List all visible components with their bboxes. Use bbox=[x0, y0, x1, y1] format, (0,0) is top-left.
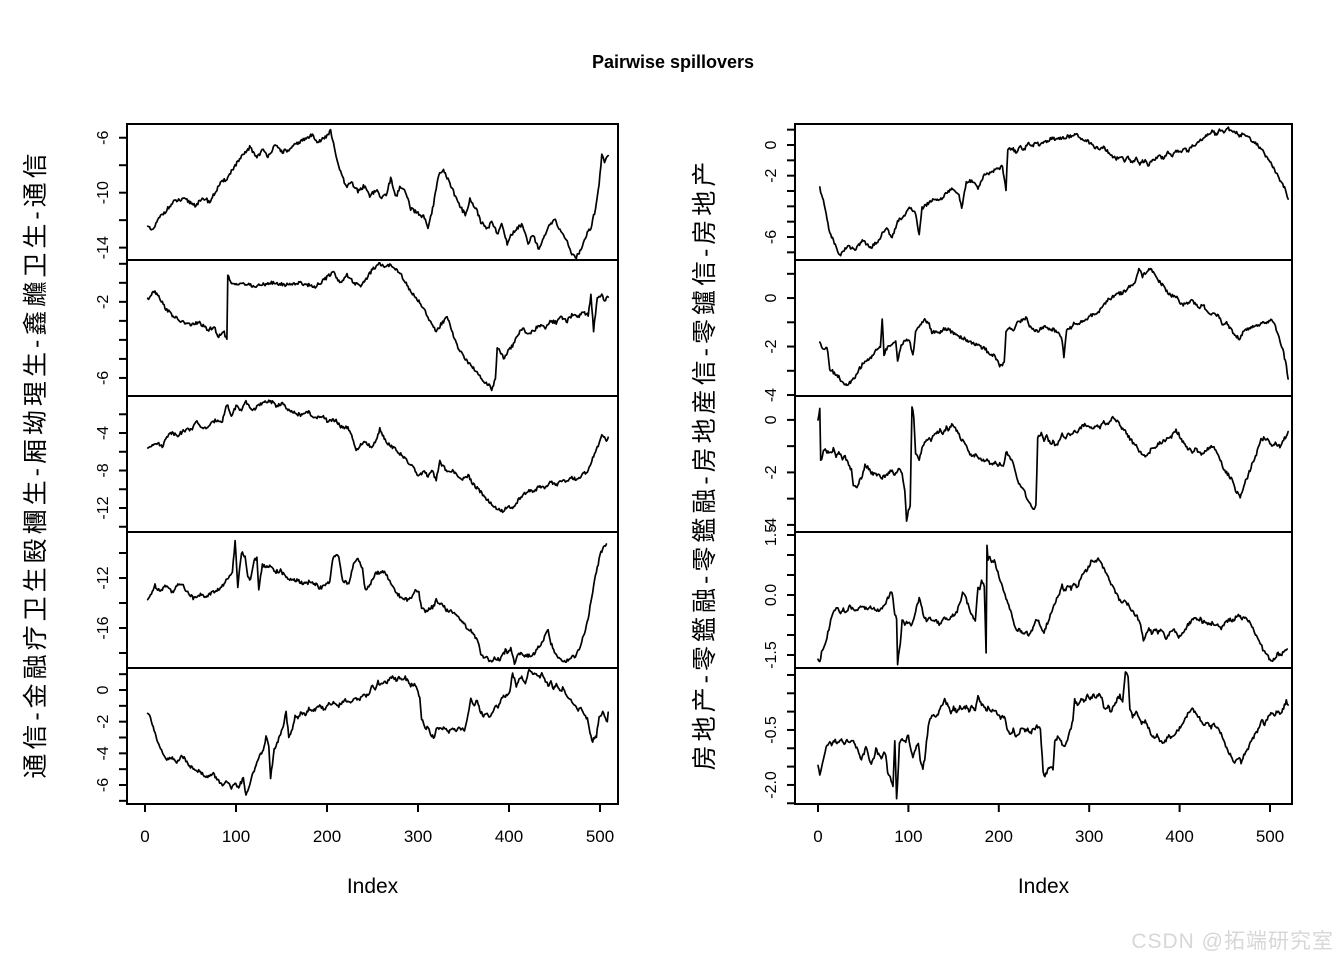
x-tick-label: 500 bbox=[1256, 827, 1284, 846]
y-tick-label: -2 bbox=[95, 295, 112, 309]
series-line-pair-8 bbox=[817, 406, 1289, 522]
x-tick-label: 300 bbox=[404, 827, 432, 846]
panel-box-pair-9 bbox=[794, 531, 1293, 669]
y-tick-label: -0.5 bbox=[763, 716, 780, 744]
x-tick-label: 100 bbox=[222, 827, 250, 846]
x-tick-label: 500 bbox=[586, 827, 614, 846]
x-tick-label: 100 bbox=[894, 827, 922, 846]
y-tick-label: -1.5 bbox=[763, 641, 780, 669]
x-tick-label: 400 bbox=[495, 827, 523, 846]
y-tick-label: -4 bbox=[95, 426, 112, 440]
y-tick-label: -6 bbox=[95, 131, 112, 145]
series-line-pair-10 bbox=[817, 671, 1289, 800]
panel-box-pair-5 bbox=[126, 667, 619, 805]
series-line-pair-6 bbox=[818, 126, 1289, 257]
y-axis-label: 房地产-零鑑融-零鑑融-房地産信-零鑪信-房地产 bbox=[691, 158, 719, 771]
y-tick-label: -10 bbox=[95, 181, 112, 204]
series-line-pair-4 bbox=[146, 539, 608, 666]
y-tick-label: -14 bbox=[95, 236, 112, 259]
x-axis-label: Index bbox=[347, 875, 399, 898]
series-line-pair-3 bbox=[146, 399, 610, 514]
panel-box-pair-4 bbox=[126, 531, 619, 669]
y-tick-label: -2 bbox=[763, 339, 780, 353]
y-tick-label: 0 bbox=[763, 140, 780, 149]
y-tick-label: -6 bbox=[95, 371, 112, 385]
panel-box-pair-8 bbox=[794, 395, 1293, 533]
y-tick-label: 1.5 bbox=[763, 524, 780, 546]
y-tick-label: 0 bbox=[95, 685, 112, 694]
y-axis-label: 通信-金融疗卫生殹檲生-厢坳瑆生-鑫虪卫生-通信 bbox=[22, 149, 50, 778]
y-tick-label: -2 bbox=[95, 714, 112, 728]
y-tick-label: 0.0 bbox=[763, 584, 780, 606]
y-tick-label: -12 bbox=[95, 496, 112, 519]
y-tick-label: -4 bbox=[763, 518, 780, 532]
x-tick-label: 0 bbox=[813, 827, 822, 846]
x-tick-label: 300 bbox=[1075, 827, 1103, 846]
y-tick-label: -6 bbox=[763, 230, 780, 244]
y-tick-label: -8 bbox=[95, 463, 112, 477]
y-tick-label: -12 bbox=[95, 566, 112, 589]
y-tick-label: -4 bbox=[95, 746, 112, 760]
y-tick-label: -4 bbox=[763, 388, 780, 402]
y-tick-label: 0 bbox=[763, 415, 780, 424]
y-tick-label: -2 bbox=[763, 168, 780, 182]
series-line-pair-2 bbox=[146, 262, 610, 392]
series-line-pair-5 bbox=[146, 668, 610, 796]
y-tick-label: -16 bbox=[95, 616, 112, 639]
panel-box-pair-3 bbox=[126, 395, 619, 533]
x-tick-label: 200 bbox=[985, 827, 1013, 846]
y-tick-label: 0 bbox=[763, 294, 780, 303]
x-tick-label: 0 bbox=[140, 827, 149, 846]
x-axis-label: Index bbox=[1018, 875, 1070, 898]
panel-box-pair-10 bbox=[794, 667, 1293, 805]
chart-title: Pairwise spillovers bbox=[591, 52, 755, 72]
x-tick-label: 200 bbox=[313, 827, 341, 846]
series-line-pair-7 bbox=[818, 267, 1289, 387]
series-line-pair-9 bbox=[817, 544, 1289, 666]
x-tick-label: 400 bbox=[1165, 827, 1193, 846]
y-tick-label: -6 bbox=[95, 778, 112, 792]
y-tick-label: -2 bbox=[763, 465, 780, 479]
watermark: CSDN @拓端研究室 bbox=[1131, 930, 1334, 953]
panel-box-pair-6 bbox=[794, 123, 1293, 261]
series-line-pair-1 bbox=[146, 128, 610, 260]
y-tick-label: -2.0 bbox=[763, 771, 780, 799]
